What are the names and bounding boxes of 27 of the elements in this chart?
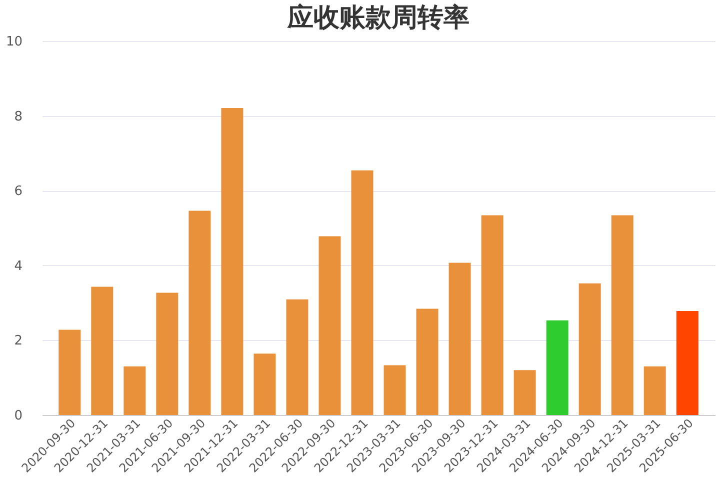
- bar: [546, 320, 568, 415]
- y-tick-label: 10: [6, 34, 22, 50]
- bar: [221, 108, 244, 415]
- bar: [286, 299, 308, 415]
- bar: [188, 210, 211, 415]
- y-tick-label: 2: [14, 334, 22, 349]
- bar: [58, 330, 81, 415]
- bar: [676, 311, 698, 415]
- bar: [578, 283, 601, 415]
- chart-title: 应收账款周转率: [286, 2, 470, 32]
- y-tick-label: 0: [14, 408, 22, 424]
- bar: [481, 215, 504, 415]
- bar: [611, 215, 634, 415]
- y-tick-label: 4: [14, 258, 22, 274]
- y-tick-label: 8: [14, 109, 22, 124]
- bar: [254, 354, 276, 415]
- bar: [384, 365, 406, 415]
- bar: [351, 170, 374, 415]
- bar: [318, 236, 341, 415]
- bar: [448, 262, 471, 415]
- bar: [514, 370, 536, 415]
- bar: [124, 366, 146, 415]
- bar: [644, 366, 666, 415]
- bar: [416, 308, 438, 415]
- bar: [156, 292, 178, 415]
- y-tick-label: 6: [14, 184, 22, 200]
- bar: [91, 286, 114, 415]
